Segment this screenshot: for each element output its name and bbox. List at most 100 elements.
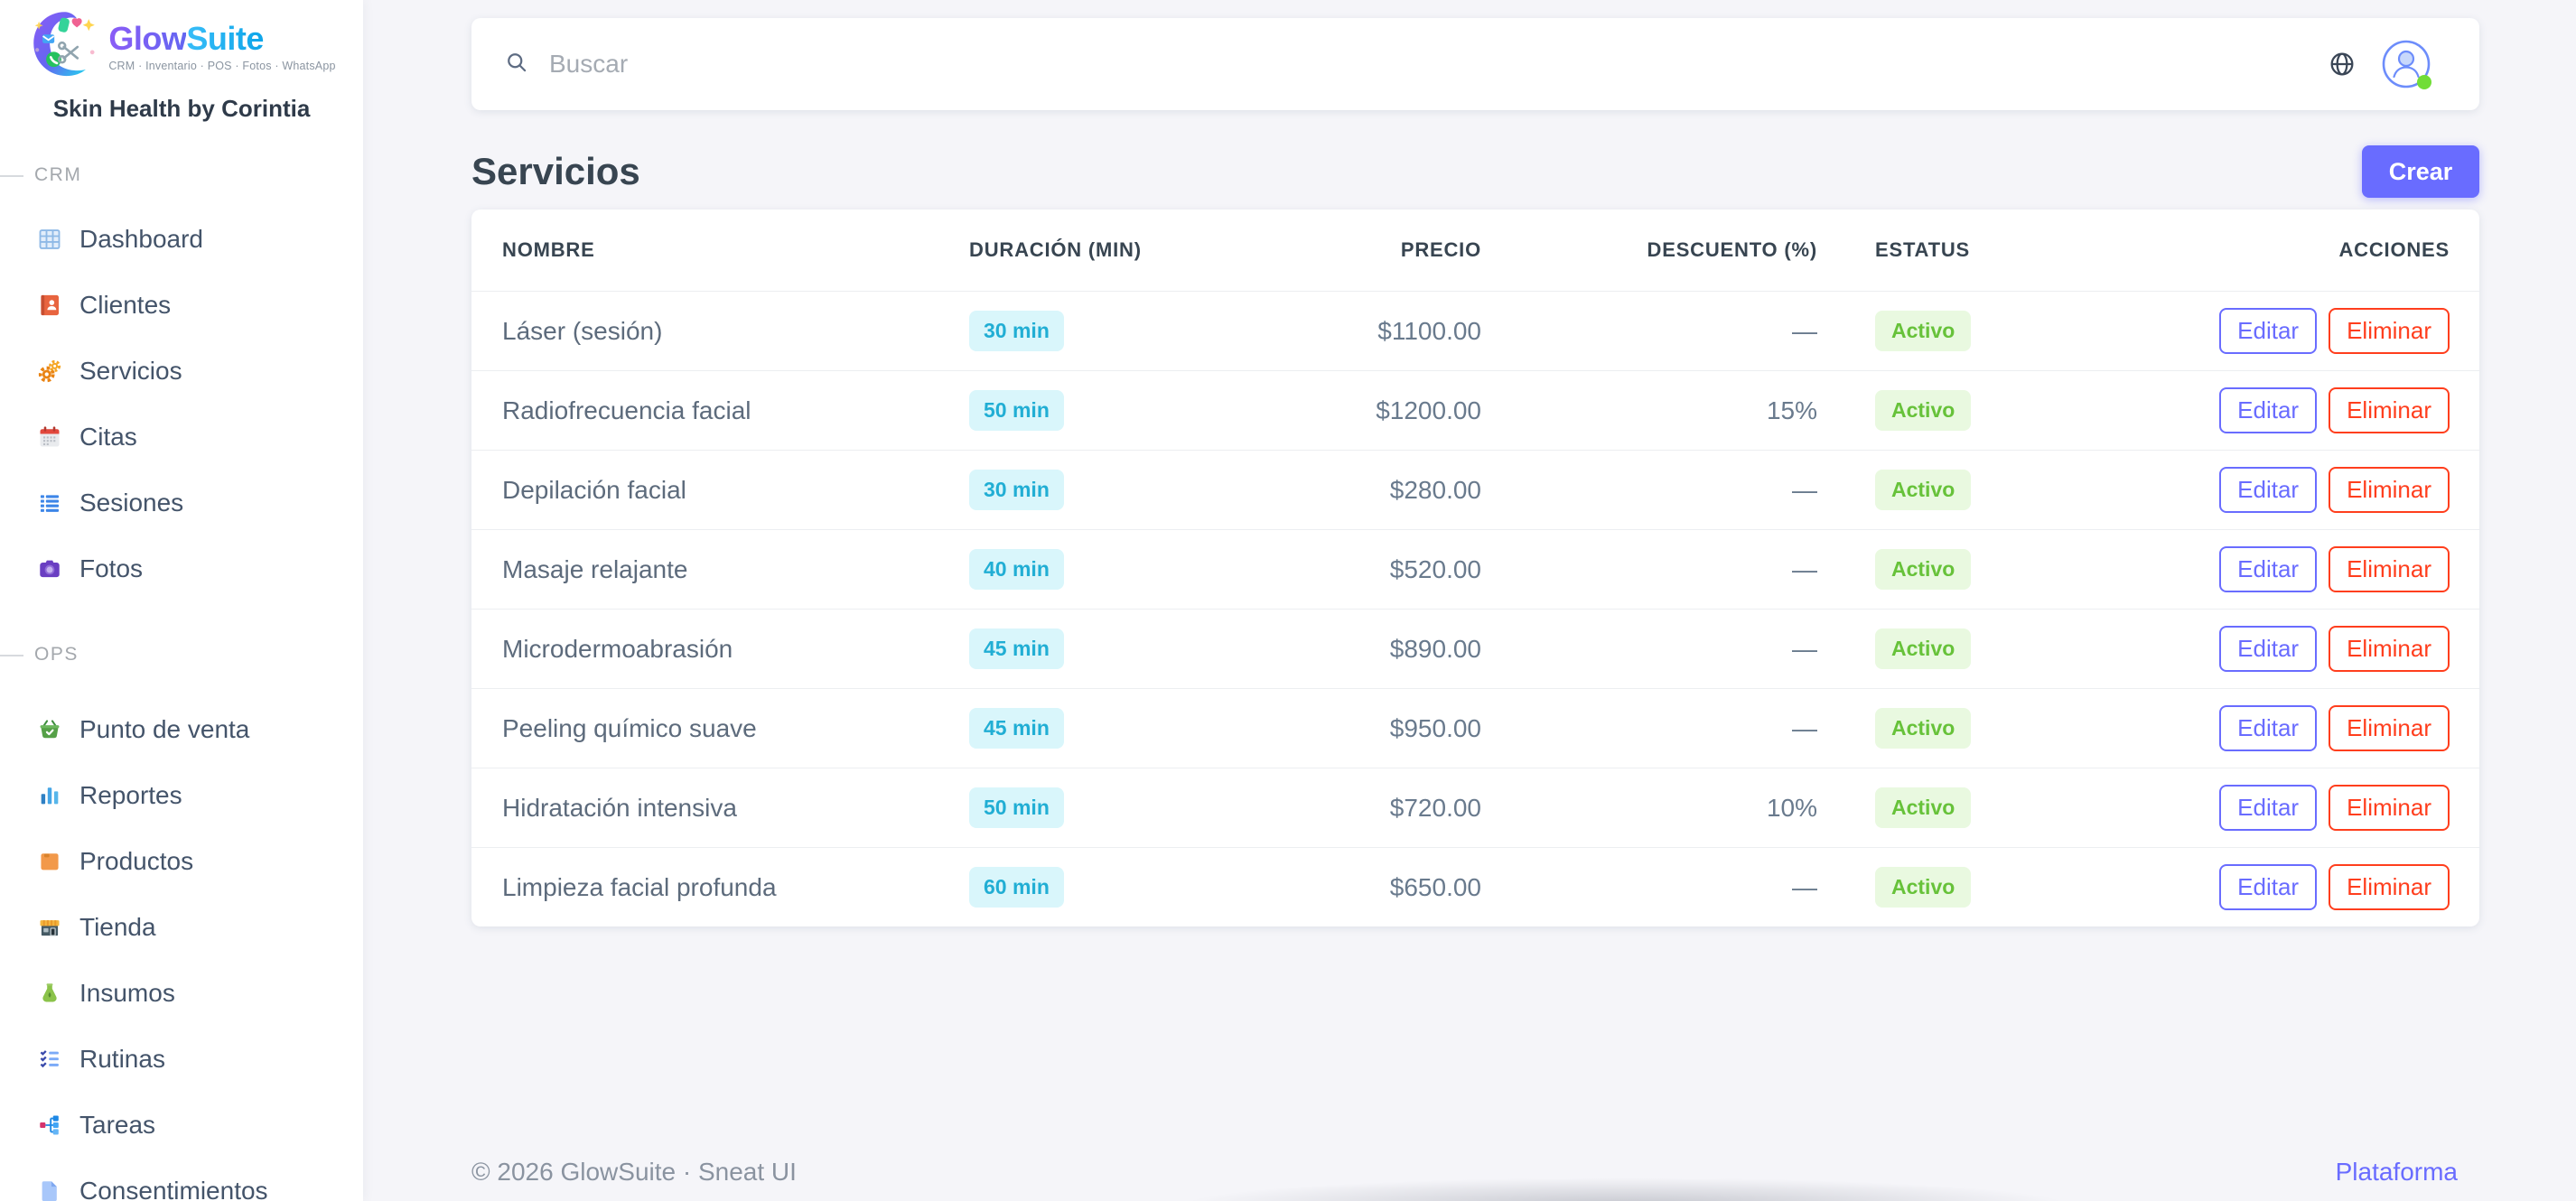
actions-cell: Editar Eliminar: [2133, 467, 2450, 513]
sidebar-item-reportes[interactable]: Reportes: [14, 766, 349, 825]
status-badge: Activo: [1875, 549, 1972, 590]
price-value: $1100.00: [1377, 316, 1481, 345]
table-body: Láser (sesión) 30 min $1100.00 — Activo Edita…: [471, 291, 2479, 926]
column-header-estatus: ESTATUS: [1875, 238, 1971, 261]
actions-cell: Editar Eliminar: [2133, 864, 2450, 910]
sidebar-item-label: Clientes: [79, 291, 172, 319]
status-cell: Activo: [1817, 470, 2133, 510]
sidebar-item-label: Fotos: [79, 554, 144, 582]
sidebar-item-label: Tareas: [79, 1111, 156, 1139]
delete-button[interactable]: Eliminar: [2329, 467, 2450, 513]
service-name: Limpieza facial profunda: [502, 872, 777, 901]
column-header-duracion-min: DURACIÓN (MIN): [969, 238, 1142, 261]
duration-cell: 45 min: [969, 628, 1312, 669]
edit-button[interactable]: Editar: [2219, 785, 2318, 831]
calendar-icon: [36, 424, 63, 451]
service-name: Radiofrecuencia facial: [502, 396, 751, 424]
sidebar-item-label: Consentimientos: [79, 1177, 268, 1201]
brand[interactable]: GlowSuite CRM · Inventario · POS · Fotos…: [0, 7, 363, 88]
sidebar-menu: CRM Dashboard Clientes Servicios Citas Sesion…: [0, 163, 363, 1201]
workspace-name: Skin Health by Corintia: [52, 95, 311, 122]
search-bar[interactable]: [504, 50, 2328, 79]
services-table: NOMBRE DURACIÓN (MIN) PRECIO DESCUENTO (%) E…: [471, 209, 2479, 926]
status-cell: Activo: [1817, 628, 2133, 669]
actions-cell: Editar Eliminar: [2133, 626, 2450, 672]
edit-button[interactable]: Editar: [2219, 705, 2318, 751]
delete-button[interactable]: Eliminar: [2329, 864, 2450, 910]
column-header-precio: PRECIO: [1400, 238, 1481, 261]
flask-icon: [36, 980, 63, 1007]
sidebar-item-punto-de-venta[interactable]: Punto de venta: [14, 700, 349, 759]
discount-value: 15%: [1766, 396, 1817, 424]
bar-chart-icon: [36, 782, 63, 809]
edit-button[interactable]: Editar: [2219, 387, 2318, 433]
actions-cell: Editar Eliminar: [2133, 387, 2450, 433]
globe-icon[interactable]: [2328, 50, 2357, 79]
sidebar-item-fotos[interactable]: Fotos: [14, 539, 349, 599]
edit-button[interactable]: Editar: [2219, 546, 2318, 592]
edit-button[interactable]: Editar: [2219, 864, 2318, 910]
list-icon: [36, 489, 63, 517]
sidebar-item-label: Sesiones: [79, 489, 184, 517]
sidebar-section-label: OPS: [0, 642, 363, 667]
duration-badge: 60 min: [969, 867, 1064, 908]
delete-button[interactable]: Eliminar: [2329, 705, 2450, 751]
sidebar-item-citas[interactable]: Citas: [14, 407, 349, 467]
sidebar-item-dashboard[interactable]: Dashboard: [14, 209, 349, 269]
table-row: Láser (sesión) 30 min $1100.00 — Activo Edita…: [471, 291, 2479, 370]
delete-button[interactable]: Eliminar: [2329, 546, 2450, 592]
camera-icon: [36, 555, 63, 582]
create-button[interactable]: Crear: [2362, 145, 2479, 198]
sidebar-item-tareas[interactable]: Tareas: [14, 1095, 349, 1155]
sidebar-item-label: Punto de venta: [79, 715, 250, 743]
duration-badge: 50 min: [969, 787, 1064, 828]
sidebar-item-insumos[interactable]: Insumos: [14, 964, 349, 1023]
duration-badge: 50 min: [969, 390, 1064, 431]
delete-button[interactable]: Eliminar: [2329, 626, 2450, 672]
discount-value: —: [1792, 713, 1817, 742]
actions-cell: Editar Eliminar: [2133, 308, 2450, 354]
delete-button[interactable]: Eliminar: [2329, 308, 2450, 354]
status-badge: Activo: [1875, 787, 1972, 828]
duration-badge: 30 min: [969, 311, 1064, 351]
footer-platform-link[interactable]: Plataforma: [2335, 1158, 2458, 1186]
table-row: Peeling químico suave 45 min $950.00 — Activ…: [471, 688, 2479, 768]
column-header-nombre: NOMBRE: [502, 238, 595, 261]
online-status-dot: [2417, 75, 2431, 89]
table-row: Masaje relajante 40 min $520.00 — Activo Edit…: [471, 529, 2479, 609]
sidebar-item-tienda[interactable]: Tienda: [14, 898, 349, 957]
status-cell: Activo: [1817, 787, 2133, 828]
discount-value: —: [1792, 475, 1817, 504]
sidebar-item-servicios[interactable]: Servicios: [14, 341, 349, 401]
service-name: Masaje relajante: [502, 554, 688, 583]
delete-button[interactable]: Eliminar: [2329, 387, 2450, 433]
service-name: Depilación facial: [502, 475, 686, 504]
discount-value: 10%: [1766, 793, 1817, 822]
edit-button[interactable]: Editar: [2219, 467, 2318, 513]
user-avatar[interactable]: [2382, 40, 2431, 89]
package-icon: [36, 848, 63, 875]
delete-button[interactable]: Eliminar: [2329, 785, 2450, 831]
sidebar-item-rutinas[interactable]: Rutinas: [14, 1029, 349, 1089]
table-row: Hidratación intensiva 50 min $720.00 10% Act…: [471, 768, 2479, 847]
edit-button[interactable]: Editar: [2219, 308, 2318, 354]
footer: © 2026 GlowSuite · Sneat UI Plataforma: [471, 1158, 2479, 1201]
sidebar-item-clientes[interactable]: Clientes: [14, 275, 349, 335]
search-input[interactable]: [549, 50, 2328, 79]
sidebar-item-label: Citas: [79, 423, 137, 451]
discount-value: —: [1792, 634, 1817, 663]
price-value: $720.00: [1389, 793, 1481, 822]
status-badge: Activo: [1875, 311, 1972, 351]
sidebar-item-label: Productos: [79, 847, 194, 875]
sidebar-item-label: Servicios: [79, 357, 182, 385]
duration-cell: 30 min: [969, 311, 1312, 351]
discount-value: —: [1792, 316, 1817, 345]
sidebar-item-consentimientos[interactable]: Consentimientos: [14, 1161, 349, 1201]
status-badge: Activo: [1875, 867, 1972, 908]
search-icon: [504, 50, 529, 79]
edit-button[interactable]: Editar: [2219, 626, 2318, 672]
status-cell: Activo: [1817, 549, 2133, 590]
contacts-book-icon: [36, 292, 63, 319]
sidebar-item-sesiones[interactable]: Sesiones: [14, 473, 349, 533]
sidebar-item-productos[interactable]: Productos: [14, 832, 349, 891]
